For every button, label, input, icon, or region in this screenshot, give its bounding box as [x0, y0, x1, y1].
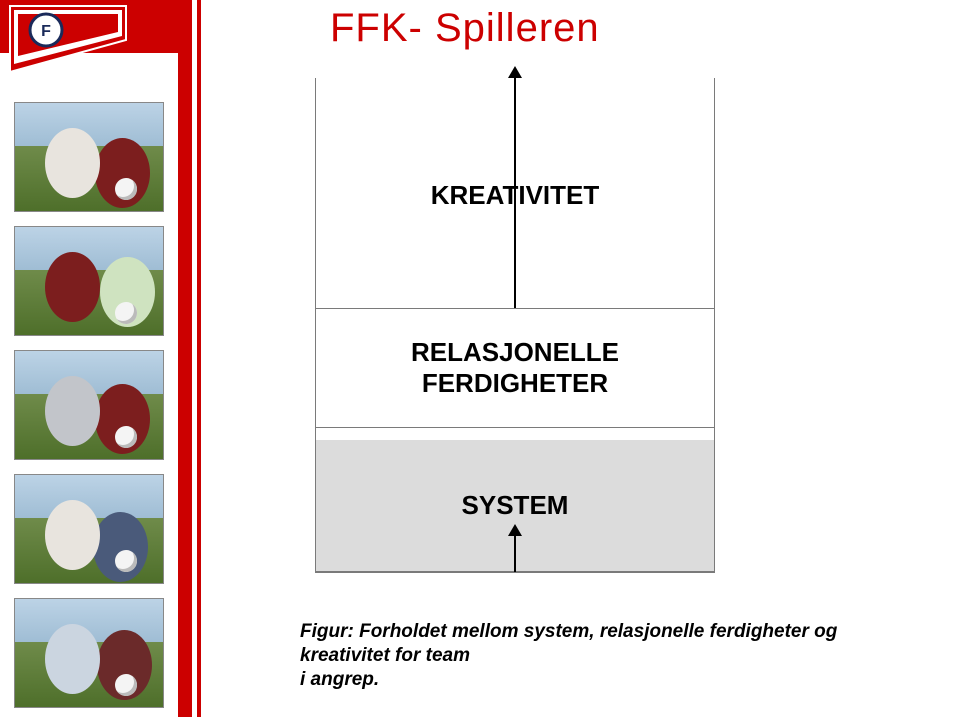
svg-text:F: F [41, 23, 51, 40]
ffk-pennant-logo: F [8, 4, 128, 74]
box-relasjonelle-line1: RELASJONELLE [411, 337, 619, 368]
box-relasjonelle-line2: FERDIGHETER [422, 368, 608, 399]
caption-line1: Figur: Forholdet mellom system, relasjon… [300, 621, 837, 666]
sidebar-photo [14, 102, 164, 212]
vertical-divider-thick [178, 0, 192, 717]
sidebar-photo [14, 474, 164, 584]
arrow-system-head [508, 524, 522, 536]
vertical-divider-thin [197, 0, 201, 717]
sidebar-photo [14, 598, 164, 708]
diagram-frame-right [714, 78, 715, 573]
left-column: F [0, 0, 178, 717]
main-content: FFK- Spilleren KREATIVITET RELASJONELLE … [210, 0, 960, 717]
box-relasjonelle: RELASJONELLE FERDIGHETER [316, 308, 714, 428]
caption-line2: i angrep. [300, 669, 379, 690]
concept-diagram: KREATIVITET RELASJONELLE FERDIGHETER SYS… [315, 78, 715, 573]
page: F FFK- Spilleren KREATIVITET RELASJONELL… [0, 0, 960, 717]
box-system-label: SYSTEM [462, 490, 569, 521]
arrow-system-shaft [514, 532, 516, 572]
diagram-frame-bottom [315, 572, 715, 573]
label-kreativitet: KREATIVITET [315, 180, 715, 211]
sidebar-photo [14, 350, 164, 460]
arrow-kreativitet-head [508, 66, 522, 78]
page-title: FFK- Spilleren [330, 6, 600, 51]
sidebar-photo [14, 226, 164, 336]
figure-caption: Figur: Forholdet mellom system, relasjon… [300, 620, 860, 691]
sidebar-photo-stack [14, 102, 164, 722]
